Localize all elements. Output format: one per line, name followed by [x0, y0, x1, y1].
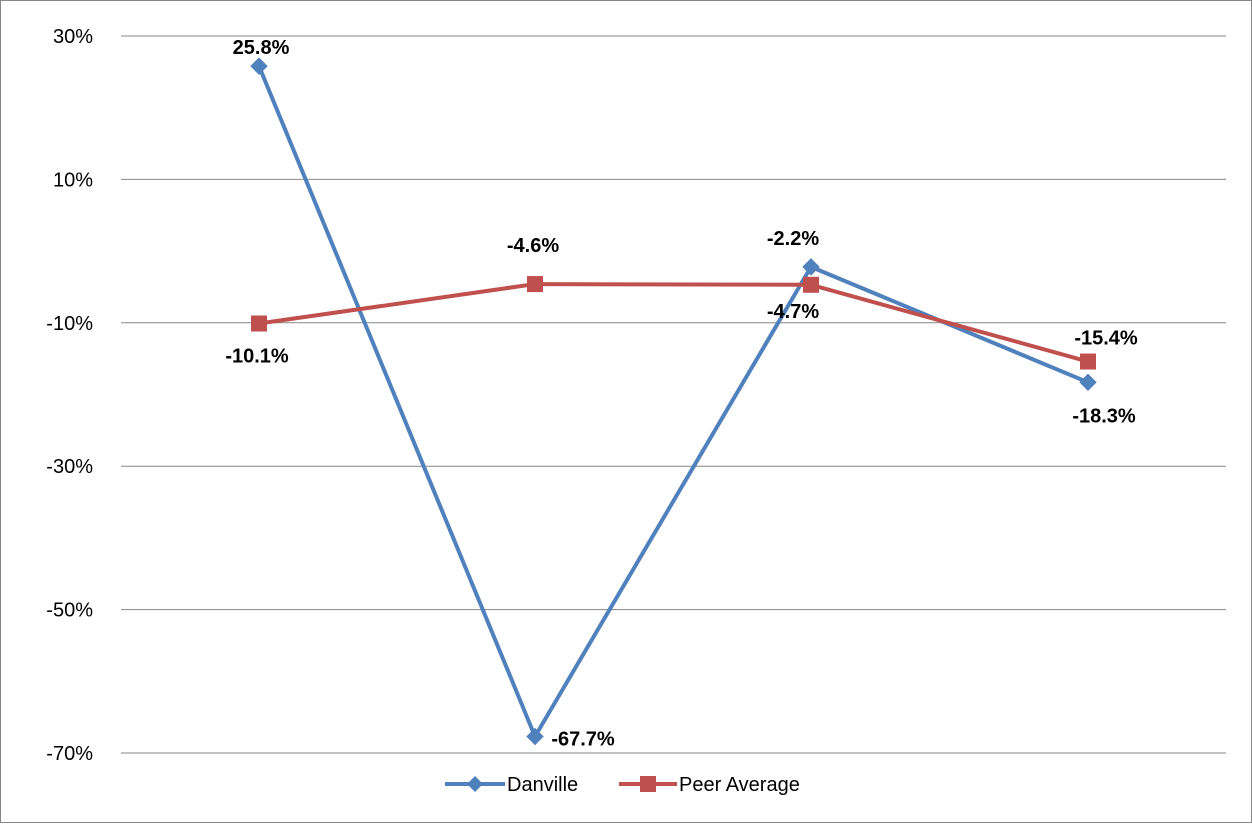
peer-average-data-label: -4.6% — [507, 235, 559, 257]
data-labels: 25.8% -67.7% -2.2% -18.3% -10.1% -4.6% -4.7% -1… — [225, 37, 1138, 750]
legend: Danville Peer Average — [445, 774, 800, 796]
y-axis-tick-labels: 30% 10% -10% -30% -50% -70% — [46, 26, 93, 765]
danville-data-label: -67.7% — [551, 729, 615, 751]
danville-data-label: -2.2% — [767, 228, 819, 250]
peer-average-legend-label: Peer Average — [679, 774, 800, 796]
peer-average-point — [527, 276, 543, 293]
danville-point — [1079, 373, 1097, 392]
gridlines — [121, 35, 1226, 754]
danville-legend-label: Danville — [507, 774, 578, 796]
peer-average-legend-marker — [640, 776, 656, 792]
peer-average-data-label: -4.7% — [767, 301, 819, 323]
y-tick-label: 10% — [53, 169, 93, 191]
peer-average-point — [1080, 353, 1096, 370]
danville-data-label: 25.8% — [233, 37, 290, 59]
danville-legend-marker — [467, 776, 483, 792]
y-tick-label: -30% — [46, 456, 93, 478]
series-lines — [250, 57, 1097, 746]
peer-average-data-label: -10.1% — [225, 346, 289, 368]
danville-point — [802, 258, 820, 276]
peer-average-point — [803, 276, 819, 293]
y-tick-label: -10% — [46, 313, 93, 335]
danville-point — [526, 727, 544, 746]
y-tick-label: -70% — [46, 743, 93, 765]
danville-data-label: -18.3% — [1072, 405, 1136, 427]
y-tick-label: 30% — [53, 26, 93, 48]
peer-average-series-line — [258, 282, 1089, 364]
peer-average-data-label: -15.4% — [1074, 328, 1138, 350]
danville-point — [250, 57, 268, 75]
danville-series-line — [257, 65, 1089, 739]
y-tick-label: -50% — [46, 600, 93, 622]
peer-average-point — [251, 315, 267, 332]
